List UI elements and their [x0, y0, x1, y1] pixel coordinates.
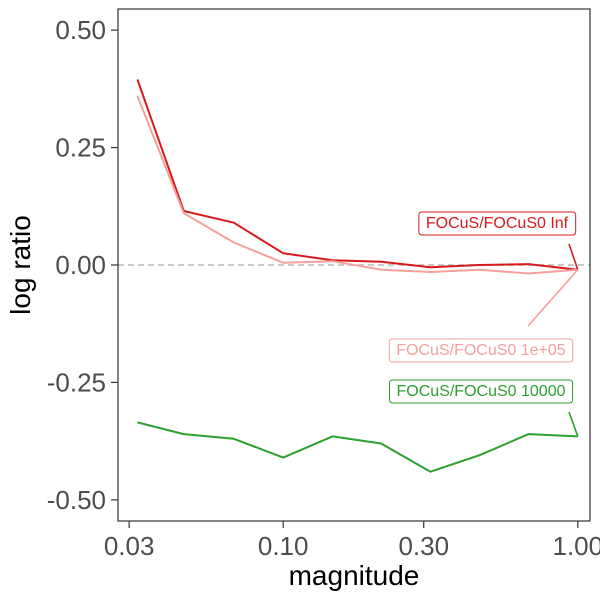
series-label-text: FOCuS/FOCuS0 1e+05: [396, 342, 566, 359]
y-tick-label: 0.50: [55, 15, 106, 45]
y-tick-label: -0.50: [47, 485, 106, 515]
y-tick-label: -0.25: [47, 367, 106, 397]
axis-layer: 0.03 0.10 0.30 1.00 0.50 0.25 0.00 -0.25 -0.50: [47, 15, 600, 561]
series-label-leader: [527, 269, 579, 327]
series-line-1: [136, 79, 578, 271]
series-label-box: [418, 211, 577, 236]
series-label-2: FOCuS/FOCuS0 1e+05: [388, 269, 579, 363]
y-tick-label: 0.00: [55, 250, 106, 280]
series-label-box: [389, 379, 574, 404]
x-tick-label: 0.03: [104, 531, 155, 561]
series-line-3: [137, 421, 578, 473]
series-label-box: [388, 338, 574, 363]
series-label-3: FOCuS/FOCuS0 10000: [389, 379, 579, 437]
series-line-2: [136, 95, 578, 275]
x-tick-label: 1.00: [553, 531, 600, 561]
series-label-text: FOCuS/FOCuS0 Inf: [426, 215, 569, 232]
x-axis-title: magnitude: [289, 560, 420, 591]
series-label-text: FOCuS/FOCuS0 10000: [397, 383, 566, 400]
annotation-layer: FOCuS/FOCuS0 Inf FOCuS/FOCuS0 1e+05 FOCuS/…: [388, 211, 579, 437]
series-label-leader: [568, 243, 579, 270]
series-label-1: FOCuS/FOCuS0 Inf: [418, 211, 579, 270]
x-tick-label: 0.10: [258, 531, 309, 561]
x-tick-label: 0.30: [398, 531, 449, 561]
y-tick-label: 0.25: [55, 133, 106, 163]
y-axis-title: log ratio: [5, 215, 36, 315]
series-layer: [136, 79, 578, 473]
series-label-leader: [568, 411, 579, 437]
